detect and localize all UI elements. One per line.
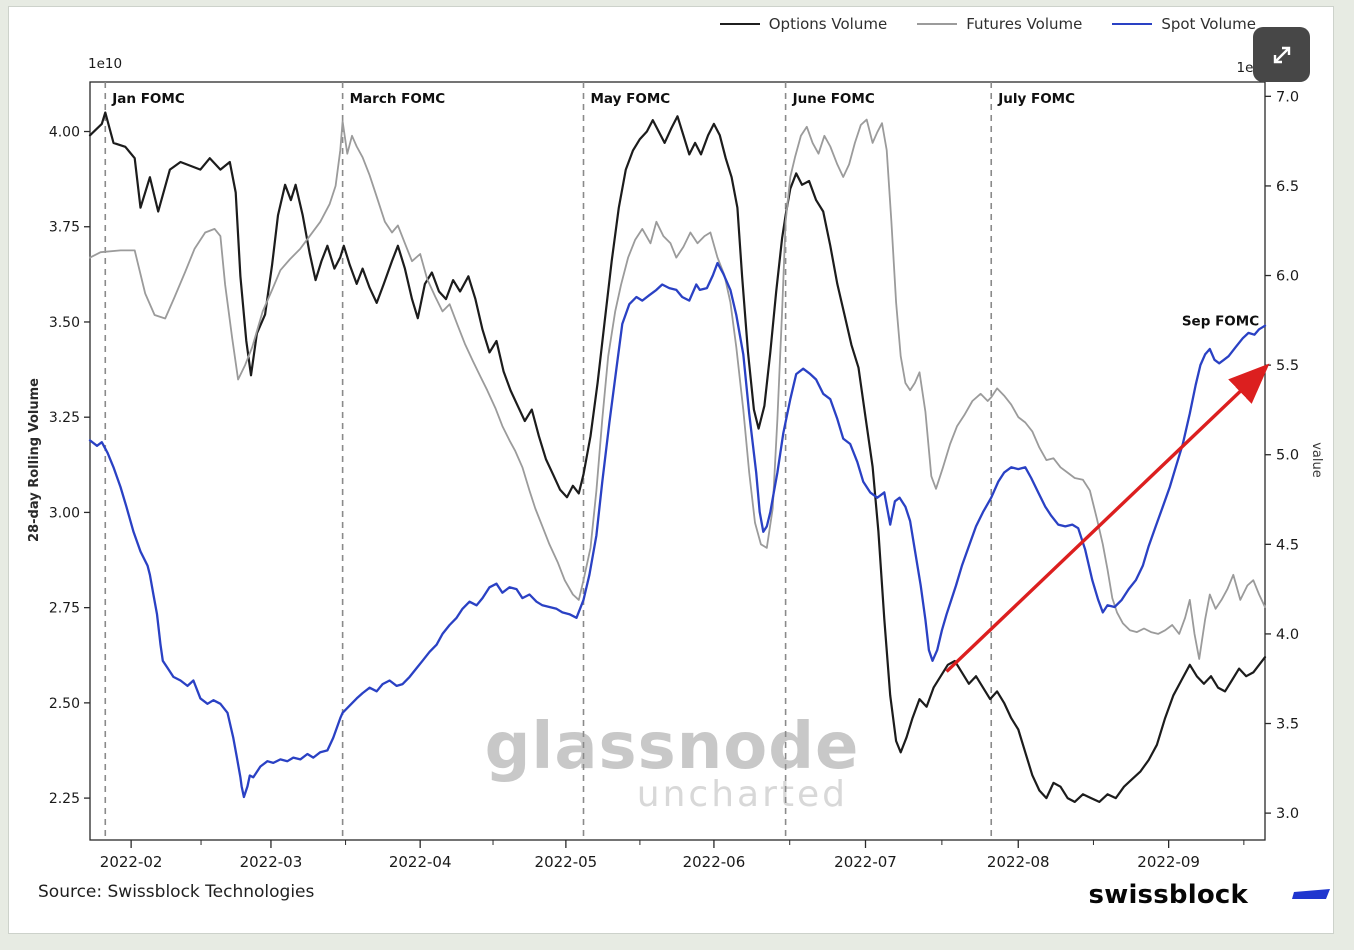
- options-line-swatch: [719, 23, 760, 25]
- legend: Options Volume Futures Volume Spot Volum…: [700, 15, 1256, 33]
- legend-item-spot-volume[interactable]: Spot Volume: [1112, 15, 1256, 33]
- legend-item-futures-volume[interactable]: Futures Volume: [917, 15, 1082, 33]
- right-axis-title: value: [1309, 442, 1324, 478]
- left-axis-tick-label: 3.75: [49, 220, 80, 236]
- watermark-glassnode: glassnode: [485, 710, 860, 784]
- left-axis-tick-label: 3.00: [49, 505, 80, 521]
- left-axis-title: 28-day Rolling Volume: [27, 378, 42, 542]
- left-axis-tick-label: 2.75: [49, 601, 80, 617]
- series-line-options-volume: [88, 111, 1267, 803]
- legend-label: Futures Volume: [966, 15, 1083, 33]
- x-axis-tick-label: 2022-04: [389, 853, 452, 871]
- brand-wordmark: swissblock: [1088, 880, 1248, 910]
- event-label-june-fomc: June FOMC: [792, 91, 875, 107]
- left-axis-tick-label: 2.25: [49, 791, 80, 807]
- left-axis-tick-label: 2.50: [49, 696, 80, 712]
- expand-button[interactable]: [1253, 27, 1310, 82]
- legend-item-options-volume[interactable]: Options Volume: [719, 15, 888, 33]
- right-axis-tick-label: 4.5: [1276, 537, 1299, 553]
- event-label-jan-fomc: Jan FOMC: [111, 91, 185, 107]
- right-axis-tick-label: 4.0: [1276, 627, 1299, 643]
- legend-label: Spot Volume: [1161, 15, 1256, 33]
- spot-line-swatch: [1112, 23, 1153, 25]
- x-axis-tick-label: 2022-08: [987, 853, 1050, 871]
- event-label-march-fomc: March FOMC: [350, 91, 446, 107]
- right-axis-tick-label: 5.5: [1276, 358, 1299, 374]
- x-axis-tick-label: 2022-05: [535, 853, 598, 871]
- left-axis-offset-label: 1e10: [88, 56, 122, 72]
- swissblock-logo-icon: [1292, 889, 1330, 899]
- legend-label: Options Volume: [768, 15, 888, 33]
- x-axis-tick-label: 2022-07: [834, 853, 897, 871]
- source-text: Source: Swissblock Technologies: [38, 882, 315, 902]
- series-line-spot-volume: [88, 261, 1267, 799]
- trend-arrow: [945, 363, 1270, 673]
- right-axis-tick-label: 3.5: [1276, 717, 1299, 733]
- brand: swissblock: [1089, 880, 1330, 910]
- right-axis-tick-label: 3.0: [1276, 806, 1299, 822]
- left-axis-tick-label: 4.00: [49, 125, 80, 141]
- event-label-july-fomc: July FOMC: [997, 91, 1075, 107]
- left-axis-tick-label: 3.50: [49, 315, 80, 331]
- left-axis-tick-label: 3.25: [49, 410, 80, 426]
- x-axis-tick-label: 2022-09: [1137, 853, 1200, 871]
- right-axis-tick-label: 5.0: [1276, 448, 1299, 464]
- right-axis-tick-label: 6.5: [1276, 179, 1299, 195]
- x-axis-tick-label: 2022-06: [683, 853, 746, 871]
- watermark-uncharted: uncharted: [637, 774, 848, 815]
- event-label-may-fomc: May FOMC: [591, 91, 671, 107]
- expand-arrows-icon: [1273, 46, 1290, 63]
- x-axis-tick-label: 2022-03: [240, 853, 303, 871]
- series-line-futures-volume: [89, 118, 1266, 660]
- x-axis-tick-label: 2022-02: [100, 853, 163, 871]
- futures-line-swatch: [917, 23, 958, 25]
- event-label-sep-fomc: Sep FOMC: [1182, 314, 1259, 330]
- right-axis-tick-label: 6.0: [1276, 269, 1299, 285]
- right-axis-tick-label: 7.0: [1276, 89, 1299, 105]
- plot-border: [89, 81, 1266, 841]
- chart-card: [8, 6, 1334, 934]
